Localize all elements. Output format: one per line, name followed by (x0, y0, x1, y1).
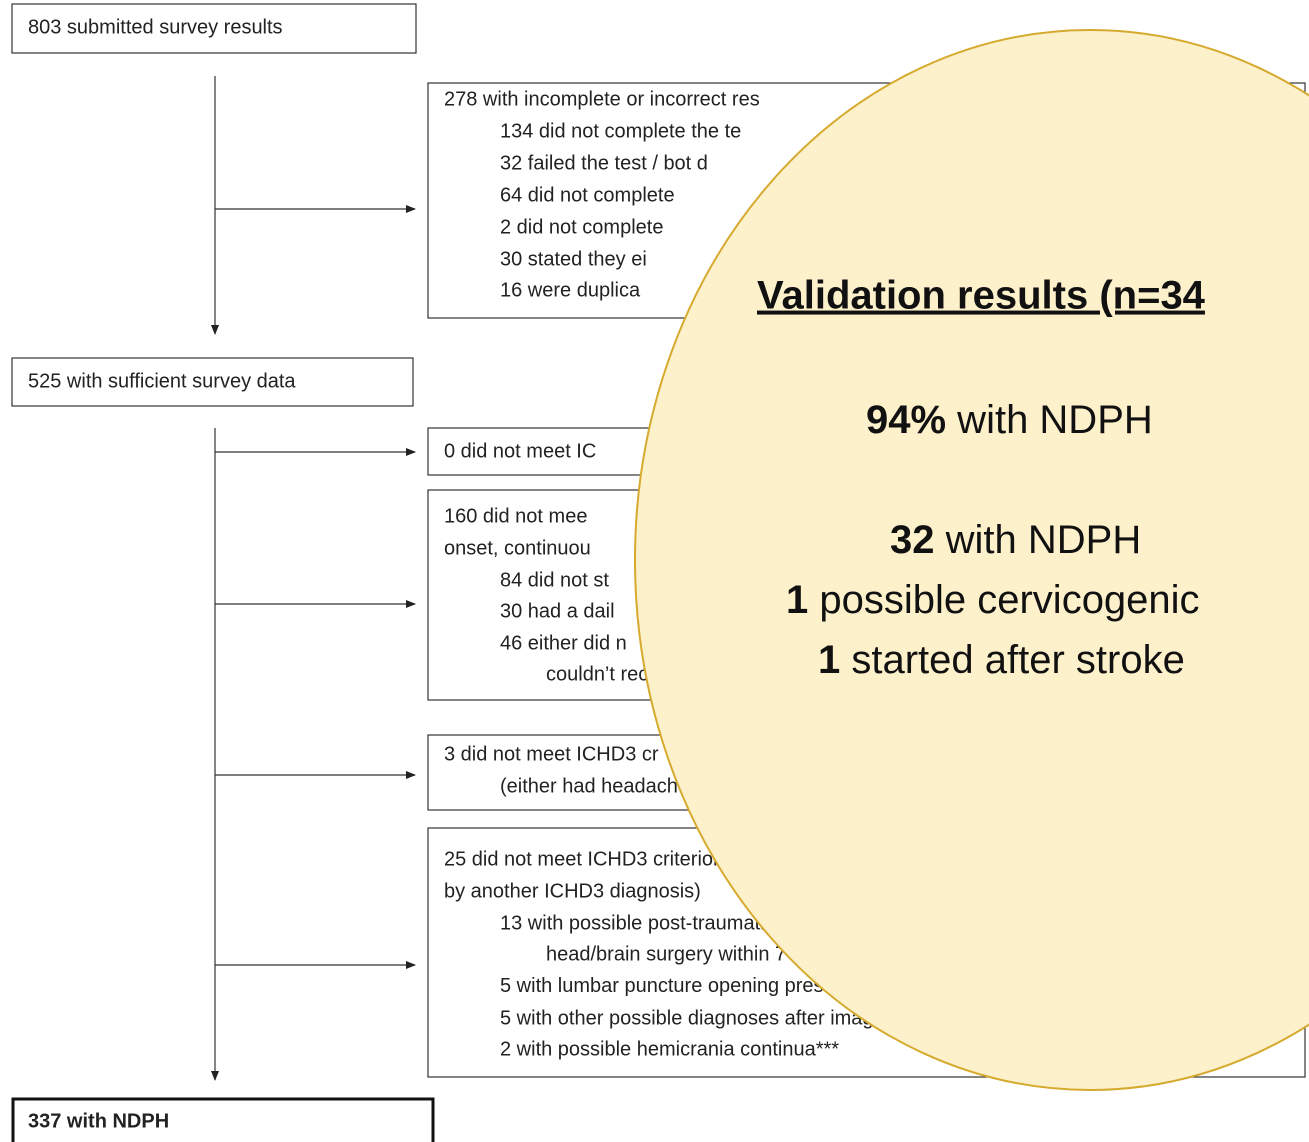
overlay-line: 94% with NDPH (866, 398, 1153, 442)
box-text: (either had headaches (500, 775, 699, 797)
overlay-number: 94% (866, 398, 946, 442)
box-text: 64 did not complete (500, 184, 675, 206)
box-text: 30 stated they ei (500, 248, 647, 270)
box-text: 134 did not complete the te (500, 120, 741, 142)
box-text: onset, continuou (444, 537, 591, 559)
box-text: 337 with NDPH (28, 1110, 169, 1132)
box-text: 25 did not meet ICHD3 criterion D (444, 848, 744, 870)
box (11, 3, 417, 54)
box-text: 803 submitted survey results (28, 16, 283, 38)
box-text: 0 did not meet IC (444, 440, 596, 462)
box (11, 357, 414, 407)
box-text: 5 with other possible diagnoses after im… (500, 1007, 916, 1029)
box-text: by another ICHD3 diagnosis) (444, 880, 701, 902)
overlay-text: started after stroke (840, 638, 1185, 682)
box-text: 84 did not st (500, 569, 609, 591)
box (11, 1097, 435, 1142)
overlay-line: 1 possible cervicogenic (786, 578, 1200, 622)
box-text: 30 had a dail (500, 600, 615, 622)
box-text: 32 failed the test / bot d (500, 152, 708, 174)
box-text: 46 either did n (500, 632, 627, 654)
box-text: 160 did not mee (444, 505, 587, 527)
box-text: 2 did not complete (500, 216, 663, 238)
overlay-number: 1 (818, 638, 840, 682)
box-text: 16 were duplica (500, 279, 641, 301)
box-text: 278 with incomplete or incorrect res (444, 88, 760, 110)
overlay-line: 1 started after stroke (818, 638, 1185, 682)
overlay-heading: Validation results (n=34 (757, 274, 1206, 318)
overlay-number: 1 (786, 578, 808, 622)
overlay-text: with NDPH (935, 518, 1142, 562)
overlay-circle (634, 29, 1309, 1091)
overlay-line: 32 with NDPH (890, 518, 1141, 562)
box-text: 525 with sufficient survey data (28, 370, 296, 392)
overlay-text: with NDPH (946, 398, 1153, 442)
box-text: couldn’t rec (546, 663, 648, 685)
box-text: 3 did not meet ICHD3 cr (444, 743, 659, 765)
overlay-text: possible cervicogenic (808, 578, 1199, 622)
overlay-number: 32 (890, 518, 935, 562)
box-text: 2 with possible hemicrania continua*** (500, 1038, 839, 1060)
